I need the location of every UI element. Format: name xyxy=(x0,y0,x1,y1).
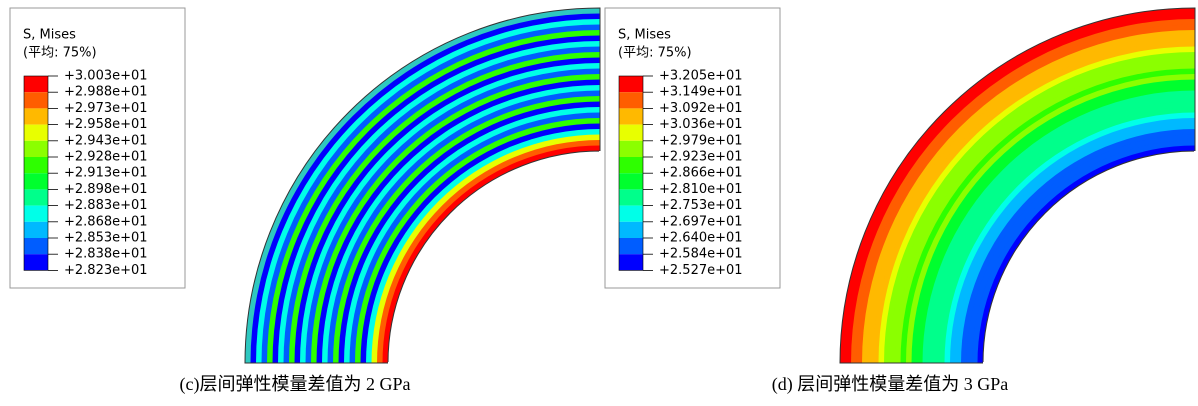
legend-label: +2.923e+01 xyxy=(659,150,743,165)
legend-swatch xyxy=(24,238,48,254)
legend-label: +3.149e+01 xyxy=(659,85,743,100)
legend-swatch xyxy=(24,173,48,189)
legend-swatch xyxy=(619,141,643,157)
legend-swatch xyxy=(24,92,48,108)
legend-label: +2.810e+01 xyxy=(659,182,743,197)
legend-label: +2.527e+01 xyxy=(659,263,743,278)
legend-swatch xyxy=(619,238,643,254)
legend-swatch xyxy=(24,125,48,141)
figure: S, Mises(平均: 75%)+3.003e+01+2.988e+01+2.… xyxy=(0,0,1198,406)
legend-label: +3.092e+01 xyxy=(659,101,743,116)
caption: (c)层间弹性模量差值为 2 GPa xyxy=(180,374,411,395)
legend-label: +2.868e+01 xyxy=(64,214,148,229)
legend-swatch xyxy=(24,254,48,270)
legend-label: +2.753e+01 xyxy=(659,198,743,213)
legend-label: +3.036e+01 xyxy=(659,117,743,132)
legend-label: +3.205e+01 xyxy=(659,69,743,84)
legend-swatch xyxy=(619,125,643,141)
legend-swatch xyxy=(24,189,48,205)
legend-swatch xyxy=(24,206,48,222)
legend-swatch xyxy=(619,157,643,173)
legend-swatch xyxy=(24,222,48,238)
legend-label: +2.958e+01 xyxy=(64,117,148,132)
panel: S, Mises(平均: 75%)+3.003e+01+2.988e+01+2.… xyxy=(10,8,602,395)
legend-title: S, Mises xyxy=(23,28,76,43)
legend-label: +2.913e+01 xyxy=(64,166,148,181)
legend-swatch xyxy=(619,189,643,205)
legend-swatch xyxy=(619,92,643,108)
legend-label: +2.853e+01 xyxy=(64,231,148,246)
legend-label: +2.979e+01 xyxy=(659,133,743,148)
legend-subtitle: (平均: 75%) xyxy=(618,46,692,61)
legend-label: +2.866e+01 xyxy=(659,166,743,181)
legend-swatch xyxy=(619,173,643,189)
legend-label: +2.898e+01 xyxy=(64,182,148,197)
legend-title: S, Mises xyxy=(618,28,671,43)
panel: S, Mises(平均: 75%)+3.205e+01+3.149e+01+3.… xyxy=(605,8,1197,395)
legend-label: +2.973e+01 xyxy=(64,101,148,116)
legend-swatch xyxy=(24,157,48,173)
legend-label: +2.838e+01 xyxy=(64,247,148,262)
legend-swatch xyxy=(619,76,643,92)
legend-label: +2.928e+01 xyxy=(64,150,148,165)
legend-swatch xyxy=(619,206,643,222)
legend-label: +2.943e+01 xyxy=(64,133,148,148)
legend-swatch xyxy=(24,108,48,124)
legend-label: +2.584e+01 xyxy=(659,247,743,262)
legend-label: +3.003e+01 xyxy=(64,69,148,84)
legend-label: +2.697e+01 xyxy=(659,214,743,229)
legend-swatch xyxy=(619,222,643,238)
legend-label: +2.988e+01 xyxy=(64,85,148,100)
caption: (d) 层间弹性模量差值为 3 GPa xyxy=(772,374,1009,395)
legend-swatch xyxy=(619,108,643,124)
legend-swatch xyxy=(24,76,48,92)
legend-swatch xyxy=(24,141,48,157)
legend-swatch xyxy=(619,254,643,270)
legend-subtitle: (平均: 75%) xyxy=(23,46,97,61)
legend-label: +2.823e+01 xyxy=(64,263,148,278)
legend-label: +2.640e+01 xyxy=(659,231,743,246)
legend-label: +2.883e+01 xyxy=(64,198,148,213)
